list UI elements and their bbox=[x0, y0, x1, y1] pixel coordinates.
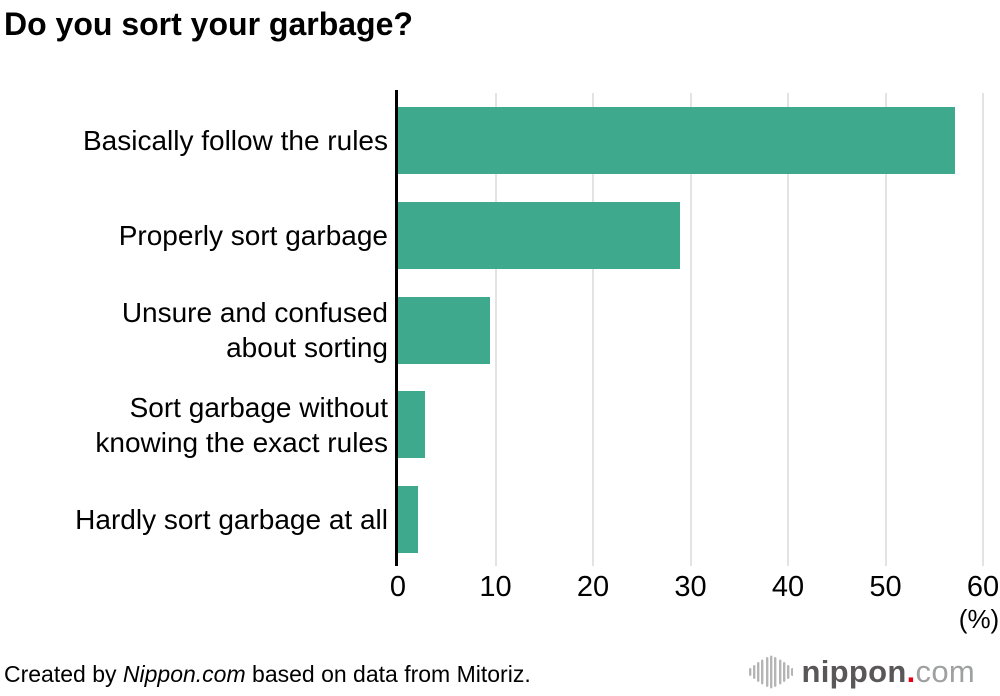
category-label-line: Unsure and confused bbox=[121, 296, 388, 328]
x-tick-label-10: 10 bbox=[479, 571, 512, 603]
bar-0 bbox=[398, 106, 955, 174]
bar-1 bbox=[398, 201, 680, 269]
category-label-line: about sorting bbox=[226, 331, 388, 363]
gridline-x50 bbox=[884, 93, 887, 566]
gridline-x30 bbox=[689, 93, 692, 566]
source-credit: Created by Nippon.com based on data from… bbox=[4, 660, 531, 688]
category-label-line: Hardly sort garbage at all bbox=[75, 504, 388, 536]
x-tick-label-50: 50 bbox=[869, 571, 902, 603]
gridline-x40 bbox=[787, 93, 789, 566]
nippon-logo: nippon.com bbox=[748, 651, 975, 693]
credit-prefix: Created by bbox=[4, 661, 123, 687]
gridline-x60 bbox=[982, 93, 984, 566]
category-label-line: Properly sort garbage bbox=[118, 219, 388, 251]
x-tick-label-40: 40 bbox=[771, 571, 805, 603]
bar-3 bbox=[398, 391, 426, 459]
x-tick-label-30: 30 bbox=[674, 571, 707, 603]
category-label-line: Sort garbage without bbox=[129, 391, 388, 423]
x-tick-label-60: 60 bbox=[966, 571, 1000, 603]
chart-title: Do you sort your garbage? bbox=[4, 6, 413, 42]
bar-4 bbox=[398, 486, 419, 554]
category-label-1: Properly sort garbage bbox=[0, 188, 388, 283]
category-label-2: Unsure and confused about sorting bbox=[0, 283, 388, 378]
category-label-line: knowing the exact rules bbox=[95, 426, 388, 458]
x-axis-unit-label: (%) bbox=[958, 604, 1000, 634]
credit-brand: Nippon.com bbox=[122, 661, 246, 687]
credit-suffix: based on data from Mitoriz. bbox=[245, 661, 531, 687]
soundwave-bars-icon bbox=[748, 655, 793, 689]
category-label-line: Basically follow the rules bbox=[82, 124, 388, 156]
logo-name: nippon bbox=[801, 654, 907, 689]
logo-dot: . bbox=[906, 654, 916, 689]
category-label-4: Hardly sort garbage at all bbox=[0, 472, 388, 567]
category-label-3: Sort garbage without knowing the exact ru… bbox=[0, 377, 388, 472]
category-axis-labels: Basically follow the rules Properly sort … bbox=[0, 93, 388, 567]
nippon-logo-text: nippon.com bbox=[802, 653, 975, 691]
logo-tld: com bbox=[915, 654, 975, 689]
plot-area: (%) 0 10 20 30 40 50 60 bbox=[390, 90, 999, 634]
x-tick-label-20: 20 bbox=[576, 571, 610, 603]
gridline-x10 bbox=[494, 93, 497, 566]
y-axis-line bbox=[395, 90, 398, 566]
bar-2 bbox=[398, 296, 490, 364]
gridline-x20 bbox=[592, 93, 594, 566]
x-tick-label-0: 0 bbox=[389, 571, 407, 603]
category-label-0: Basically follow the rules bbox=[0, 93, 388, 188]
